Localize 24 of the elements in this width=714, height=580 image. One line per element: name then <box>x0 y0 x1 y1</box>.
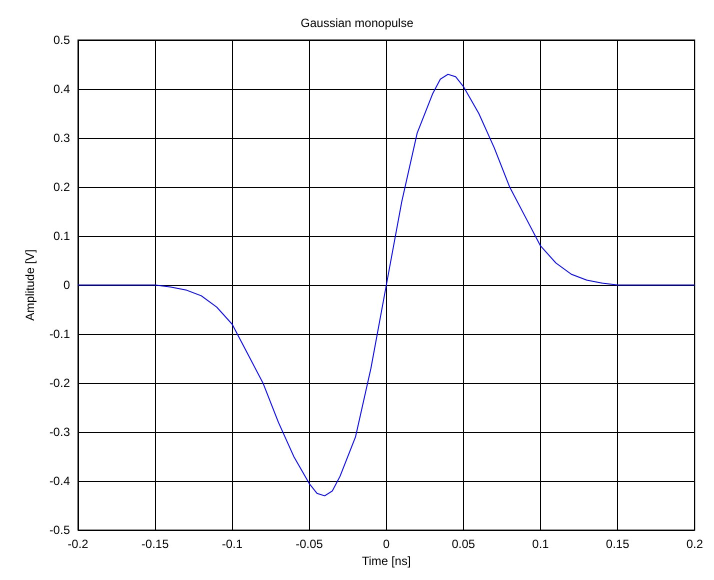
y-tick-label: 0.5 <box>53 33 70 47</box>
x-tick-label: -0.05 <box>296 537 324 552</box>
y-tick-label: 0.3 <box>53 131 70 146</box>
y-tick-label: -0.4 <box>49 474 70 488</box>
y-tick-label: 0 <box>63 278 70 292</box>
y-tick-label: 0.2 <box>53 180 70 194</box>
chart-title: Gaussian monopulse <box>300 16 414 30</box>
x-tick-label: 0.15 <box>606 537 630 552</box>
x-tick-label: -0.2 <box>68 537 89 552</box>
y-tick-label: -0.2 <box>49 376 70 390</box>
x-tick-label: 0.1 <box>532 537 550 552</box>
x-tick-label: -0.1 <box>222 537 243 552</box>
y-tick-label: -0.3 <box>49 425 70 440</box>
y-axis-title: Amplitude [V] <box>23 249 37 321</box>
x-tick-label: 0 <box>382 537 390 552</box>
y-tick-label: -0.1 <box>49 327 70 342</box>
y-tick-label: 0.1 <box>53 229 70 244</box>
x-axis-title: Time [ns] <box>362 554 411 568</box>
line-series <box>78 74 696 496</box>
y-tick-label: -0.5 <box>49 523 70 538</box>
x-tick-label: 0.05 <box>452 537 476 552</box>
x-tick-label: 0.2 <box>686 537 704 552</box>
y-tick-label: 0.4 <box>53 82 70 96</box>
x-tick-label: -0.15 <box>141 537 170 552</box>
